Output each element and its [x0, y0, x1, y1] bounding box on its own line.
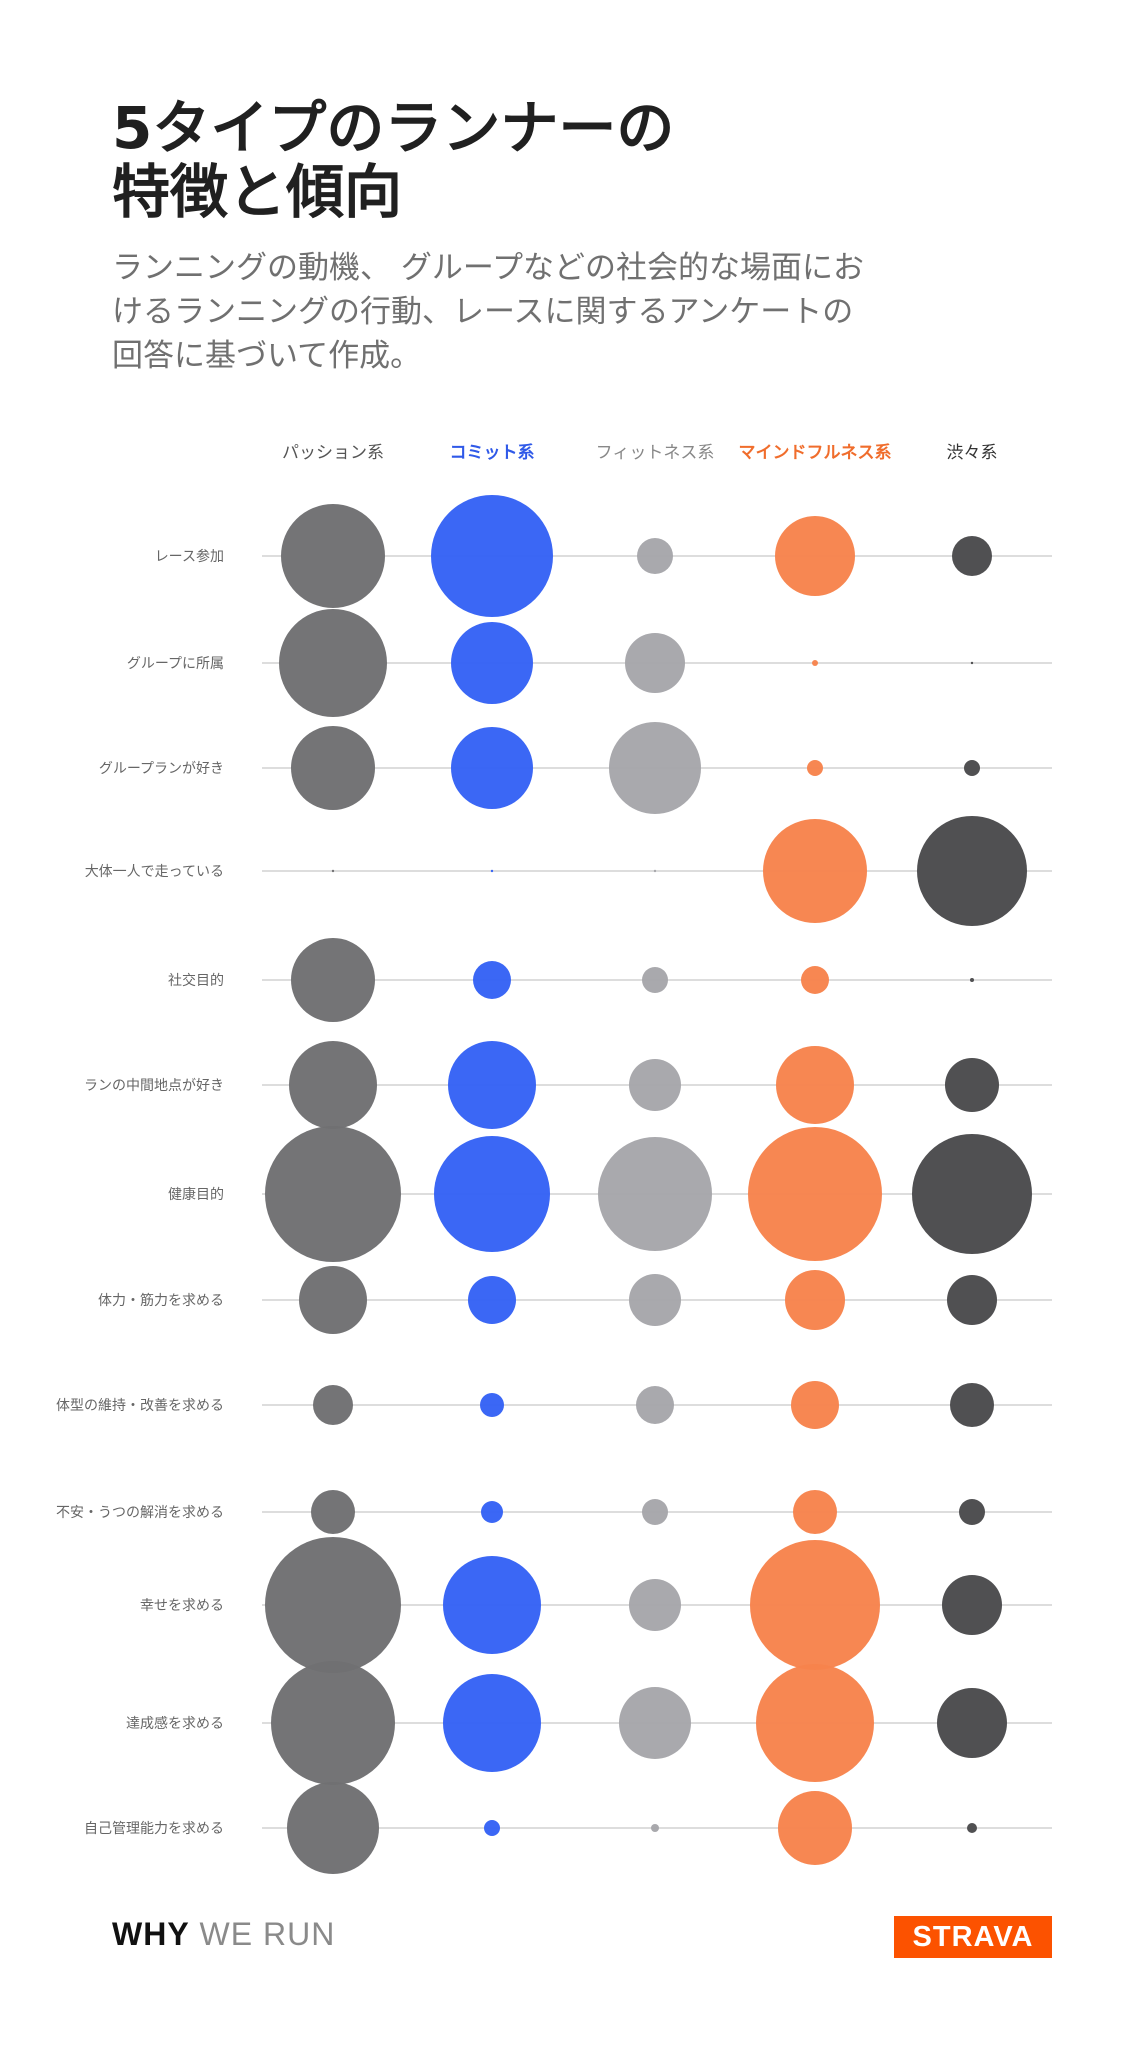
bubble	[448, 1041, 536, 1129]
bubble	[636, 1386, 674, 1424]
bubble	[778, 1791, 852, 1865]
row-label: 体型の維持・改善を求める	[56, 1398, 224, 1414]
bubble	[791, 1381, 839, 1429]
bubble	[950, 1383, 994, 1427]
title-line-1: 5タイプのランナーの	[112, 94, 675, 162]
subtitle-line-1: ランニングの動機、 グループなどの社会的な場面にお	[112, 250, 864, 286]
bubble	[642, 1499, 668, 1525]
bubble	[945, 1058, 999, 1112]
bubble	[748, 1127, 882, 1261]
column-header-1: パッション系	[282, 443, 384, 463]
row-label: ランの中間地点が好き	[84, 1078, 224, 1094]
bubble	[625, 633, 685, 693]
bubble-chart: パッション系 コミット系 フィットネス系 マインドフルネス系 渋々系レース参加グループに…	[56, 443, 1052, 1874]
why-we-run-wordmark: WHY WE RUN	[112, 1916, 335, 1953]
bubble	[480, 1393, 504, 1417]
row-label: 幸せを求める	[140, 1598, 224, 1614]
bubble	[279, 609, 387, 717]
bubble	[431, 495, 553, 617]
bubble	[609, 722, 701, 814]
bubble	[629, 1274, 681, 1326]
title-line-2: 特徴と傾向	[112, 158, 403, 226]
bubble	[952, 536, 992, 576]
bubble	[289, 1041, 377, 1129]
wordmark-light: WE RUN	[189, 1916, 336, 1952]
bubble	[964, 760, 980, 776]
bubble	[291, 938, 375, 1022]
bubble	[451, 727, 533, 809]
bubble	[776, 1046, 854, 1124]
bubble	[801, 966, 829, 994]
bubble	[807, 760, 823, 776]
bubble	[937, 1688, 1007, 1758]
bubble	[271, 1661, 395, 1785]
bubble	[291, 726, 375, 810]
row-label: 健康目的	[168, 1186, 224, 1203]
subtitle-line-3: 回答に基づいて作成。	[112, 338, 422, 374]
bubble	[443, 1556, 541, 1654]
wordmark-bold: WHY	[112, 1916, 190, 1952]
bubble	[959, 1499, 985, 1525]
bubble	[763, 819, 867, 923]
bubble	[785, 1270, 845, 1330]
page-subtitle: ランニングの動機、 グループなどの社会的な場面にお けるランニングの行動、レース…	[112, 246, 972, 378]
subtitle-line-2: けるランニングの行動、レースに関するアンケートの	[112, 294, 854, 330]
row-label: 達成感を求める	[126, 1715, 224, 1732]
bubble	[265, 1126, 401, 1262]
bubble	[812, 660, 818, 666]
strava-logo: STRAVA	[894, 1916, 1052, 1958]
row-label: 体力・筋力を求める	[98, 1292, 224, 1309]
bubble	[750, 1540, 880, 1670]
bubble	[598, 1137, 712, 1251]
bubble	[287, 1782, 379, 1874]
row-label: グループランが好き	[99, 761, 224, 777]
column-header-5: 渋々系	[947, 443, 998, 463]
row-label: 大体一人で走っている	[85, 864, 224, 880]
bubble	[653, 869, 657, 873]
bubble	[942, 1575, 1002, 1635]
bubble	[473, 961, 511, 999]
bubble	[311, 1490, 355, 1534]
bubble	[468, 1276, 516, 1324]
bubble	[313, 1385, 353, 1425]
column-header-4: マインドフルネス系	[739, 443, 892, 463]
row-label: グループに所属	[127, 656, 224, 672]
bubble	[970, 661, 974, 665]
bubble	[912, 1134, 1032, 1254]
bubble	[967, 1823, 977, 1833]
bubble	[451, 622, 533, 704]
bubble	[281, 504, 385, 608]
bubble	[299, 1266, 367, 1334]
bubble	[629, 1059, 681, 1111]
bubble	[637, 538, 673, 574]
row-label: 不安・うつの解消を求める	[56, 1505, 224, 1521]
bubble	[331, 869, 335, 873]
bubble	[265, 1537, 401, 1673]
bubble	[434, 1136, 550, 1252]
row-label: 社交目的	[168, 972, 224, 989]
bubble	[443, 1674, 541, 1772]
bubble	[775, 516, 855, 596]
bubble	[642, 967, 668, 993]
row-label: レース参加	[155, 548, 224, 565]
bubble	[481, 1501, 503, 1523]
row-label: 自己管理能力を求める	[84, 1821, 224, 1837]
bubble	[629, 1579, 681, 1631]
page-title: 5タイプのランナーの 特徴と傾向	[112, 96, 1012, 224]
bubble	[484, 1820, 500, 1836]
bubble	[947, 1275, 997, 1325]
bubble	[917, 816, 1027, 926]
column-header-2: コミット系	[450, 443, 535, 463]
bubble	[970, 978, 974, 982]
bubble	[619, 1687, 691, 1759]
bubble	[651, 1824, 659, 1832]
bubble	[793, 1490, 837, 1534]
bubble	[490, 869, 494, 873]
bubble	[756, 1664, 874, 1782]
column-header-3: フィットネス系	[596, 443, 715, 463]
